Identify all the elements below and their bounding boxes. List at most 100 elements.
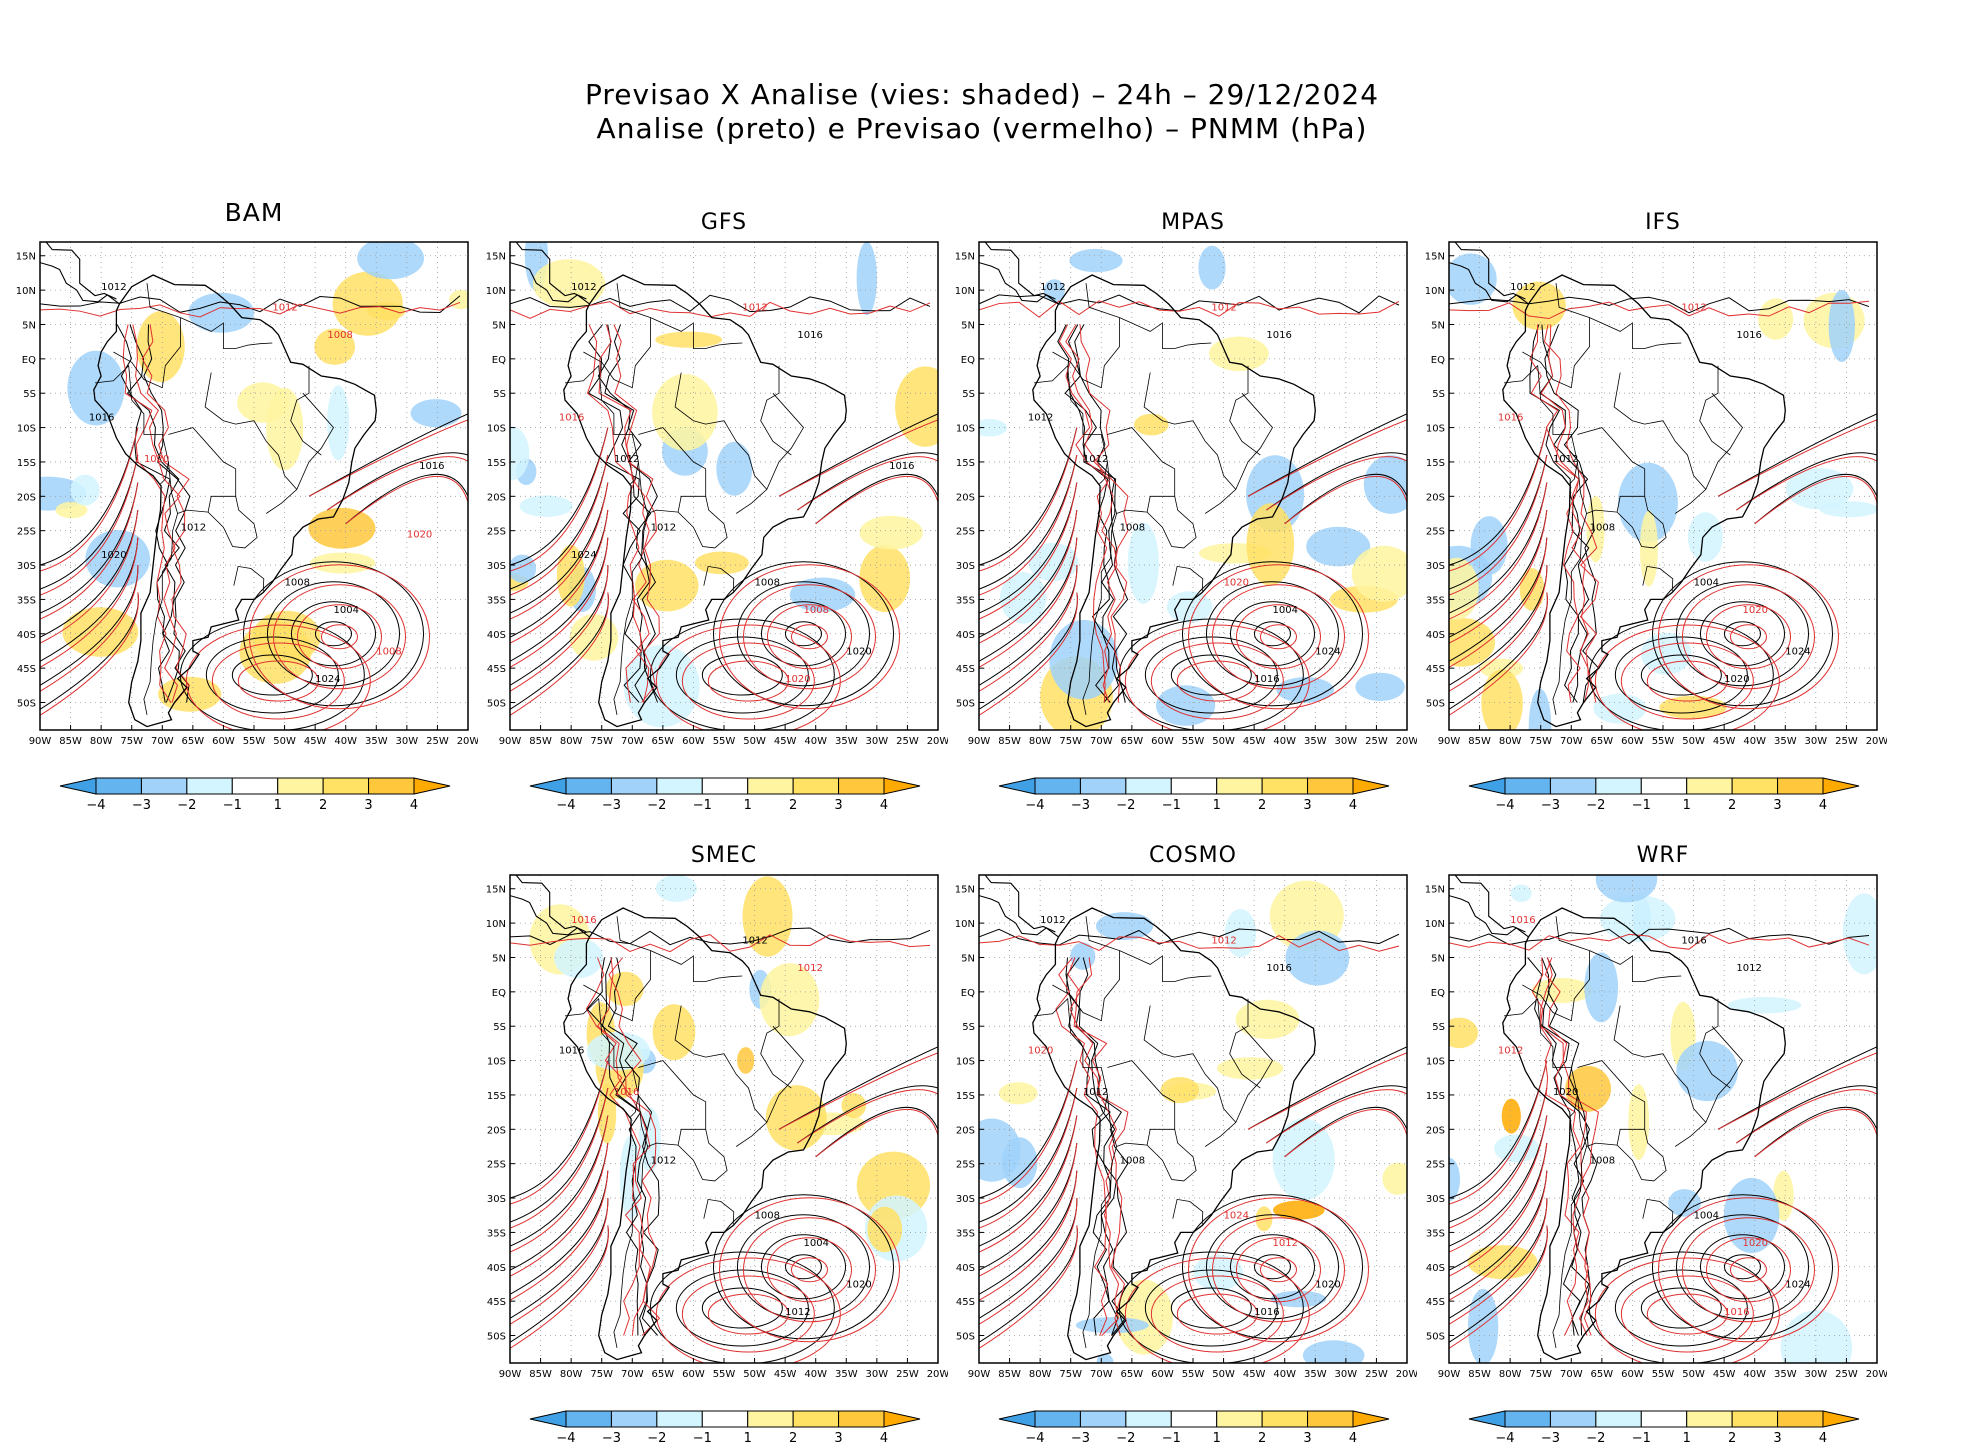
bias-shading (1235, 999, 1300, 1039)
bias-shading (188, 292, 255, 333)
lat-tick-label: 35S (956, 1228, 975, 1239)
lon-tick-label: 45W (1713, 736, 1736, 747)
lon-tick-label: 35W (835, 1369, 858, 1380)
isobar (587, 324, 642, 703)
lon-tick-label: 40W (1273, 1369, 1296, 1380)
bias-shading (841, 1093, 867, 1118)
lon-tick-label: 65W (652, 1369, 675, 1380)
lon-tick-label: 65W (1591, 736, 1614, 747)
lat-tick-label: 15S (487, 1091, 506, 1102)
lat-tick-label: 10S (1426, 424, 1445, 435)
lat-tick-label: EQ (492, 988, 506, 999)
country-border (1522, 283, 1590, 389)
lon-tick-label: 85W (529, 736, 552, 747)
lon-tick-label: 80W (1499, 1369, 1522, 1380)
coastline (515, 875, 587, 933)
lat-tick-label: 45S (1426, 1297, 1445, 1308)
isobar (1449, 482, 1548, 620)
lon-tick-label: 30W (866, 736, 889, 747)
colorbar-tick-label: −1 (693, 798, 712, 812)
country-border (564, 997, 639, 1118)
isobar-label: 1020 (785, 674, 810, 685)
isobar-label: 1020 (1742, 1238, 1767, 1249)
isobar (40, 301, 461, 318)
country-border (1052, 283, 1120, 389)
country-border (674, 372, 768, 490)
lat-tick-label: 40S (1426, 1263, 1445, 1274)
isobar-label: 1016 (559, 1046, 584, 1057)
lon-tick-label: 65W (1121, 736, 1144, 747)
country-border (1589, 317, 1682, 349)
colorbar-low-arrow (1468, 1410, 1506, 1428)
lat-tick-label: 10S (487, 424, 506, 435)
isobar-label: 1016 (571, 915, 596, 926)
country-border (638, 1060, 707, 1148)
bias-shading (695, 551, 749, 575)
isobar (1259, 624, 1297, 650)
isobar (1449, 510, 1548, 644)
country-border (94, 364, 169, 485)
bias-shading (1828, 290, 1855, 362)
colorbar-box (701, 1410, 749, 1428)
colorbar-tick-label: −1 (1162, 1431, 1181, 1445)
colorbar-high-arrow (1352, 777, 1390, 795)
colorbar-box (1777, 777, 1824, 795)
colorbar-tick-label: −2 (1116, 798, 1135, 812)
isobar (1729, 624, 1767, 650)
country-border (1143, 1005, 1237, 1123)
isobar-label: 1008 (1120, 523, 1145, 534)
lat-tick-label: 40S (956, 1263, 975, 1274)
bias-shading (1049, 619, 1119, 700)
isobar (707, 660, 789, 702)
isobar (1449, 1087, 1548, 1229)
isobar (601, 957, 648, 1336)
bias-shading (1156, 685, 1216, 726)
lon-tick-label: 85W (59, 736, 82, 747)
isobar (979, 1060, 1078, 1205)
country-border (113, 283, 181, 389)
map-wrf: 1016 1016 1012 1012 1020 1008 1004 1020 1024 1016… (1425, 874, 1887, 1380)
lon-tick-label: 25W (1365, 736, 1388, 747)
colorbar-tick-label: 3 (834, 1431, 842, 1445)
isobar-label: 1012 (1040, 282, 1065, 293)
isobar-label: 1012 (1040, 915, 1065, 926)
bias-shading (136, 311, 185, 383)
colorbar-tick-label: −2 (647, 798, 666, 812)
isobar (736, 1214, 870, 1320)
isobar (778, 1052, 938, 1130)
lat-tick-label: 15S (17, 458, 36, 469)
isobar (596, 957, 651, 1336)
country-border (1172, 565, 1204, 592)
colorbar-box (792, 1410, 840, 1428)
colorbar-tick-label: −2 (647, 1431, 666, 1445)
isobar (979, 565, 1078, 692)
colorbar-box (1640, 777, 1688, 795)
isobar-label: 1020 (144, 454, 169, 465)
colorbar-box (277, 777, 324, 795)
country-border (1107, 427, 1176, 515)
bias-shading (597, 1083, 617, 1144)
coastline (563, 907, 847, 1361)
lon-tick-label: 75W (1059, 1369, 1082, 1380)
colorbar-box (231, 777, 279, 795)
colorbar-tick-label: −2 (1116, 1431, 1135, 1445)
bias-colorbar: −4 −3 −2 −1 1 2 3 4 (529, 777, 921, 813)
isobar (979, 454, 1078, 596)
isobar (1754, 1106, 1877, 1158)
isobar (1529, 324, 1581, 703)
panel-title: IFS (1645, 210, 1681, 235)
colorbar-tick-label: −3 (1541, 798, 1560, 812)
isobar (231, 654, 313, 696)
colorbar-tick-label: −1 (1162, 798, 1181, 812)
isobar (979, 1170, 1078, 1301)
isobar (1253, 621, 1291, 647)
bias-shading (554, 938, 604, 979)
country-border (638, 427, 707, 515)
bias-shading (1501, 1098, 1521, 1134)
lon-tick-label: 55W (713, 736, 736, 747)
colorbar-box (1640, 1410, 1688, 1428)
isobar (1211, 584, 1345, 690)
lat-tick-label: 10N (16, 286, 36, 297)
country-border (1204, 1025, 1273, 1147)
isobar (272, 584, 406, 690)
